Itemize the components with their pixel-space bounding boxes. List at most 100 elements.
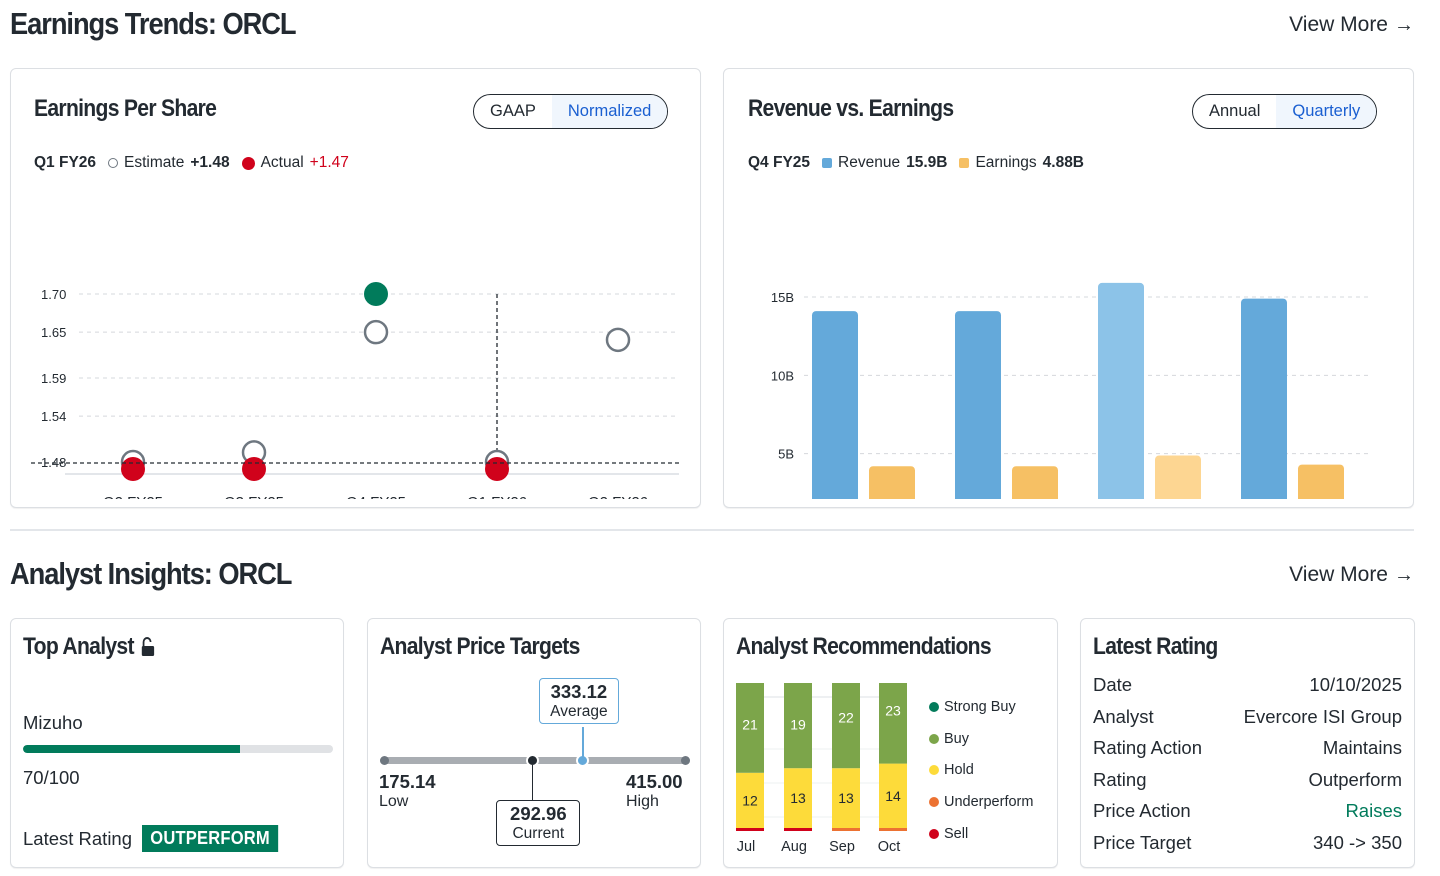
eps-type-toggle: GAAP Normalized — [473, 94, 669, 129]
average-label: Average — [550, 703, 608, 720]
rating-row-value: 10/10/2025 — [1309, 674, 1402, 695]
eps-chart: 1.701.651.591.541.48Q2 FY25Missed-$0.01Q… — [31, 282, 679, 499]
toggle-normalized[interactable]: Normalized — [551, 95, 668, 128]
rec-segment-underperform — [879, 828, 907, 831]
estimate-label: Estimate — [124, 154, 185, 171]
toggle-gaap[interactable]: GAAP — [490, 102, 536, 120]
arrow-right-icon: → — [1394, 563, 1414, 586]
rec-segment-sell — [784, 828, 812, 831]
recommendations-title: Analyst Recommendations — [736, 633, 992, 660]
eps-estimate-point — [363, 319, 389, 345]
rec-legend-item: Underperform — [929, 786, 1033, 818]
rec-segment-label: 21 — [742, 717, 758, 733]
price-targets-title: Analyst Price Targets — [380, 633, 580, 660]
rec-segment-hold — [736, 772, 764, 828]
rec-segment-sell — [736, 828, 764, 831]
recommendations-card: Analyst Recommendations 122139Jul131938A… — [723, 618, 1058, 868]
eps-actual-point — [485, 457, 509, 481]
revenue-chart: 05B10B15BQ2 FY25Q3 FY25Q4 FY25Q1 FY26 — [771, 282, 1370, 499]
eps-estimate-point — [605, 327, 631, 353]
eps-x-label: Q1 FY26 — [467, 494, 527, 499]
low-label: Low — [379, 793, 409, 810]
eps-card: Earnings Per Share GAAP Normalized Q1 FY… — [10, 68, 701, 508]
eps-x-label: Q2 FY25 — [103, 494, 163, 499]
revenue-bar — [955, 311, 1001, 499]
top-analyst-name[interactable]: Mizuho — [23, 712, 83, 733]
top-analyst-title-text: Top Analyst — [23, 633, 134, 660]
unlock-icon[interactable] — [141, 637, 155, 657]
recommendations-chart: 122139Jul131938Aug132241Sep142343Oct — [736, 683, 907, 855]
analyst-score-bar — [23, 745, 333, 753]
current-callout: 292.96 Current — [496, 800, 581, 846]
rec-x-label: Sep — [829, 839, 855, 855]
toggle-quarterly[interactable]: Quarterly — [1276, 95, 1377, 128]
eps-y-tick: 1.59 — [41, 371, 66, 386]
revenue-label: Revenue — [838, 154, 901, 171]
legend-dot-icon — [929, 828, 939, 839]
earnings-value: 4.88B — [1042, 154, 1085, 171]
rating-row-label: Price Action — [1093, 800, 1191, 822]
rec-segment-label: 23 — [885, 703, 901, 719]
latest-rating-title: Latest Rating — [1093, 633, 1218, 660]
rec-segment-hold — [879, 763, 907, 828]
current-connector — [531, 765, 534, 801]
rec-legend-label: Strong Buy — [944, 698, 1016, 715]
eps-actual-point — [364, 282, 388, 306]
view-more-label: View More — [1289, 563, 1388, 586]
rec-segment-buy — [784, 683, 812, 769]
rating-row-value[interactable]: Evercore ISI Group — [1243, 705, 1402, 727]
rating-row-value: Maintains — [1322, 737, 1402, 759]
rec-legend-label: Underperform — [944, 793, 1034, 810]
rec-legend-item: Buy — [929, 723, 1033, 755]
actual-marker-icon — [241, 156, 255, 170]
earnings-bar — [1298, 464, 1344, 499]
rec-segment-underperform — [832, 828, 860, 831]
view-more-label: View More — [1289, 13, 1388, 36]
latest-rating-card: Latest Rating Date 10/10/2025 Analyst Everc… — [1080, 618, 1415, 868]
section-divider — [10, 529, 1414, 531]
rating-row-label: Price Target — [1093, 832, 1192, 853]
actual-value: +1.47 — [309, 154, 349, 171]
earnings-view-more-link[interactable]: View More → — [1289, 13, 1414, 37]
rec-segment-label: 13 — [838, 790, 854, 806]
toggle-annual[interactable]: Annual — [1209, 102, 1261, 120]
rec-legend-label: Buy — [944, 730, 969, 747]
eps-x-label: Q3 FY25 — [224, 494, 284, 499]
legend-dot-icon — [929, 733, 939, 744]
rec-segment-label: 14 — [885, 788, 901, 804]
estimate-value: +1.48 — [190, 154, 230, 171]
low-target: 175.14 Low — [379, 771, 436, 811]
rec-segment-label: 12 — [742, 792, 758, 808]
analyst-section-title: Analyst Insights: ORCL — [10, 556, 292, 591]
rec-segment-buy — [879, 683, 907, 764]
rating-badge: OUTPERFORM — [142, 825, 279, 852]
rec-legend-label: Hold — [944, 762, 974, 779]
price-targets-card: Analyst Price Targets 333.12 Average 292… — [367, 618, 701, 868]
latest-rating-label: Latest Rating — [23, 827, 133, 849]
rec-x-label: Aug — [781, 839, 807, 855]
analyst-view-more-link[interactable]: View More → — [1289, 563, 1414, 587]
top-analyst-card: Top Analyst Mizuho 70/100 Latest Rating … — [10, 618, 344, 868]
average-connector — [582, 727, 584, 757]
recommendations-legend: Strong Buy Buy Hold Underperform Sell — [929, 691, 1033, 849]
high-target: 415.00 High — [626, 771, 683, 811]
period-toggle: Annual Quarterly — [1192, 94, 1378, 129]
revenue-y-tick: 5B — [778, 447, 794, 462]
revenue-bar — [1098, 282, 1144, 499]
revenue-y-tick: 10B — [771, 368, 794, 383]
rec-x-label: Oct — [878, 839, 901, 855]
eps-actual-point — [121, 457, 145, 481]
low-marker — [380, 756, 389, 765]
revenue-y-tick: 15B — [771, 290, 794, 305]
high-label: High — [626, 793, 659, 810]
rec-legend-item: Strong Buy — [929, 691, 1033, 723]
rec-segment-hold — [784, 768, 812, 828]
rec-segment-buy — [832, 683, 860, 769]
earnings-section-title: Earnings Trends: ORCL — [10, 6, 297, 41]
rating-row-label: Rating — [1093, 768, 1147, 790]
rating-row-label: Analyst — [1093, 705, 1154, 727]
rec-segment-label: 22 — [838, 710, 854, 726]
eps-legend-period: Q1 FY26 — [34, 154, 97, 171]
revenue-legend-period: Q4 FY25 — [748, 154, 811, 171]
revenue-bar — [812, 311, 858, 499]
